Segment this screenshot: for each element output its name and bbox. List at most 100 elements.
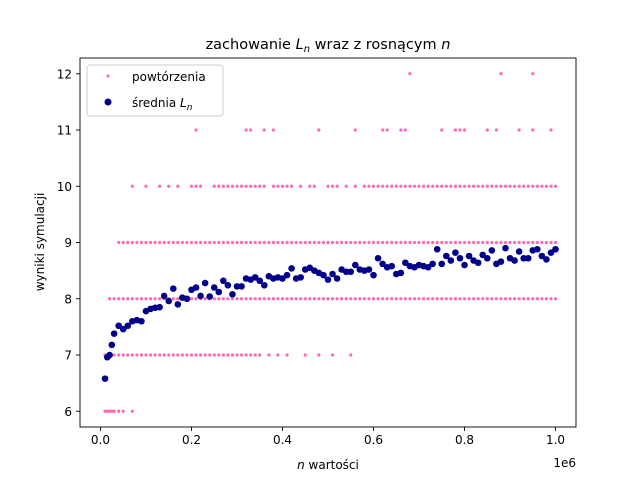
powtorzenia-point bbox=[481, 184, 485, 188]
powtorzenia-point bbox=[290, 297, 294, 301]
legend-label-srednia-sub: n bbox=[187, 103, 193, 113]
powtorzenia-point bbox=[203, 297, 207, 301]
srednia-point bbox=[424, 263, 432, 271]
powtorzenia-point bbox=[153, 297, 157, 301]
srednia-point bbox=[192, 284, 200, 291]
powtorzenia-point bbox=[249, 240, 253, 245]
powtorzenia-point bbox=[317, 297, 321, 301]
srednia-point bbox=[320, 271, 327, 279]
powtorzenia-point bbox=[185, 240, 189, 245]
powtorzenia-point bbox=[344, 184, 348, 188]
powtorzenia-point bbox=[394, 297, 398, 301]
powtorzenia-point bbox=[330, 297, 335, 301]
powtorzenia-point bbox=[153, 353, 157, 357]
powtorzenia-point bbox=[276, 240, 280, 245]
data-points bbox=[101, 72, 559, 413]
powtorzenia-point bbox=[230, 353, 235, 357]
powtorzenia-point bbox=[312, 240, 316, 245]
powtorzenia-point bbox=[285, 240, 289, 245]
powtorzenia-point bbox=[444, 297, 448, 301]
srednia-point bbox=[402, 259, 409, 267]
legend-box bbox=[86, 64, 224, 117]
powtorzenia-point bbox=[308, 240, 312, 245]
powtorzenia-point bbox=[440, 184, 444, 188]
powtorzenia-point bbox=[476, 297, 480, 301]
powtorzenia-point bbox=[412, 297, 417, 301]
powtorzenia-point bbox=[512, 184, 517, 188]
powtorzenia-point bbox=[344, 240, 348, 245]
powtorzenia-point bbox=[540, 297, 544, 301]
powtorzenia-point bbox=[176, 184, 180, 188]
powtorzenia-point bbox=[144, 297, 148, 301]
powtorzenia-point bbox=[176, 353, 180, 357]
powtorzenia-point bbox=[258, 240, 262, 245]
powtorzenia-point bbox=[285, 184, 289, 188]
powtorzenia-point bbox=[317, 353, 321, 357]
powtorzenia-point bbox=[408, 184, 412, 188]
powtorzenia-point bbox=[371, 297, 376, 301]
powtorzenia-point bbox=[435, 297, 439, 301]
powtorzenia-point bbox=[371, 184, 376, 188]
srednia-point bbox=[160, 292, 168, 300]
powtorzenia-point bbox=[399, 128, 403, 132]
powtorzenia-point bbox=[476, 184, 480, 188]
srednia-point bbox=[260, 281, 268, 289]
srednia-point bbox=[256, 277, 264, 285]
powtorzenia-point bbox=[326, 184, 330, 188]
powtorzenia-point bbox=[158, 240, 162, 245]
powtorzenia-point bbox=[417, 184, 421, 188]
powtorzenia-point bbox=[221, 297, 225, 301]
powtorzenia-point bbox=[244, 297, 248, 301]
powtorzenia-point bbox=[435, 184, 439, 188]
powtorzenia-point bbox=[299, 184, 303, 188]
powtorzenia-point bbox=[426, 240, 430, 245]
powtorzenia-point bbox=[458, 297, 462, 301]
powtorzenia-point bbox=[512, 240, 517, 245]
srednia-point bbox=[206, 293, 213, 300]
powtorzenia-point bbox=[381, 128, 385, 132]
powtorzenia-point bbox=[110, 409, 114, 413]
powtorzenia-point bbox=[481, 240, 485, 245]
powtorzenia-point bbox=[239, 184, 244, 188]
srednia-point bbox=[429, 260, 436, 268]
powtorzenia-point bbox=[549, 128, 553, 132]
powtorzenia-point bbox=[544, 184, 549, 188]
powtorzenia-point bbox=[280, 184, 285, 188]
powtorzenia-point bbox=[367, 184, 371, 188]
srednia-point bbox=[474, 259, 482, 267]
powtorzenia-point bbox=[535, 240, 539, 245]
powtorzenia-point bbox=[144, 240, 148, 245]
powtorzenia-point bbox=[540, 240, 544, 245]
powtorzenia-point bbox=[453, 240, 458, 245]
powtorzenia-point bbox=[217, 240, 221, 245]
powtorzenia-point bbox=[522, 297, 526, 301]
powtorzenia-point bbox=[453, 128, 458, 132]
powtorzenia-point bbox=[399, 184, 403, 188]
powtorzenia-point bbox=[235, 184, 239, 188]
powtorzenia-point bbox=[526, 240, 530, 245]
powtorzenia-point bbox=[462, 240, 467, 245]
powtorzenia-point bbox=[503, 184, 508, 188]
powtorzenia-point bbox=[449, 184, 453, 188]
powtorzenia-point bbox=[176, 297, 180, 301]
powtorzenia-point bbox=[285, 297, 289, 301]
powtorzenia-point bbox=[117, 240, 121, 245]
powtorzenia-point bbox=[385, 297, 389, 301]
srednia-point bbox=[238, 283, 245, 290]
powtorzenia-point bbox=[490, 297, 494, 301]
powtorzenia-point bbox=[194, 297, 198, 301]
axis-ticks: 0.0 0.2 0.4 0.6 0.8 1.0 6 7 8 9 10 11 12 bbox=[57, 67, 565, 447]
powtorzenia-point bbox=[303, 353, 307, 357]
powtorzenia-point bbox=[317, 128, 321, 132]
powtorzenia-point bbox=[226, 240, 230, 245]
powtorzenia-point bbox=[217, 297, 221, 301]
srednia-point bbox=[251, 274, 259, 281]
powtorzenia-point bbox=[381, 297, 385, 301]
powtorzenia-point bbox=[444, 240, 448, 245]
powtorzenia-point bbox=[481, 297, 485, 301]
powtorzenia-point bbox=[158, 353, 162, 357]
powtorzenia-point bbox=[271, 297, 275, 301]
powtorzenia-point bbox=[399, 240, 403, 245]
powtorzenia-point bbox=[517, 128, 521, 132]
powtorzenia-point bbox=[412, 184, 417, 188]
